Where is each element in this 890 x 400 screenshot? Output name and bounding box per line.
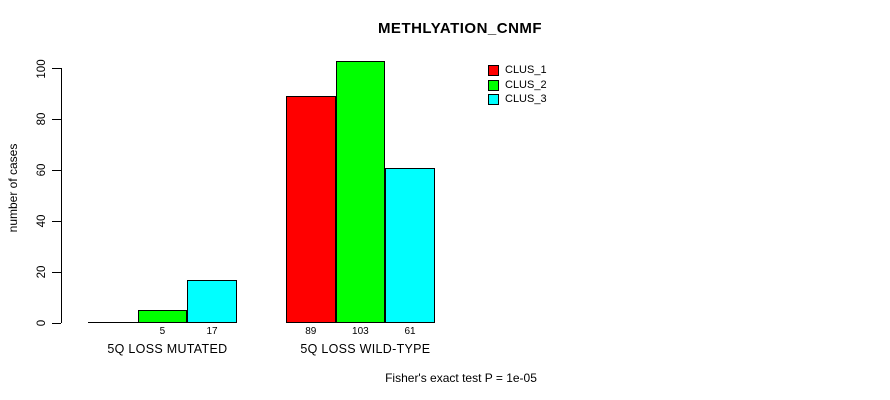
bar-clus_3-group-1 [187, 279, 237, 323]
bar-value-label: 17 [206, 326, 218, 337]
y-tick-mark [52, 169, 61, 171]
bar-value-label: 103 [352, 326, 369, 337]
bar-clus_1-group-2 [286, 96, 336, 323]
y-axis-label: number of cases [6, 143, 20, 233]
bar-clus_3-group-2 [385, 167, 435, 323]
legend-item-clus-3: CLUS_3 [488, 94, 547, 105]
bar-clus_2-group-1 [137, 310, 188, 323]
legend-label-clus-1: CLUS_1 [505, 64, 547, 76]
y-tick-label: 60 [36, 163, 48, 177]
legend: CLUS_1 CLUS_2 CLUS_3 [488, 65, 547, 109]
y-axis-line [61, 68, 62, 323]
y-tick-mark [52, 220, 61, 222]
bar-clus_2-group-2 [335, 60, 386, 323]
y-tick-label: 40 [36, 214, 48, 228]
legend-item-clus-1: CLUS_1 [488, 65, 547, 76]
legend-item-clus-2: CLUS_2 [488, 78, 547, 91]
legend-swatch-clus-1-icon [488, 65, 499, 76]
y-tick-mark [52, 68, 61, 69]
chart-title: METHLYATION_CNMF [377, 20, 543, 37]
y-tick-label: 100 [36, 58, 48, 79]
bar-value-label: 5 [159, 326, 166, 337]
legend-swatch-clus-2-icon [488, 79, 499, 91]
legend-label-clus-2: CLUS_2 [505, 78, 547, 91]
y-tick-label: 20 [36, 265, 48, 279]
fisher-test-note: Fisher's exact test P = 1e-05 [385, 371, 537, 385]
y-tick-mark [52, 322, 61, 324]
bar-value-label: 61 [404, 326, 416, 337]
bar-value-label: 89 [305, 326, 317, 337]
legend-swatch-clus-3-icon [488, 94, 499, 105]
y-tick-mark [52, 271, 61, 273]
bar-clus_1-group-1-zero [88, 322, 138, 323]
category-label-group-2: 5Q LOSS WILD-TYPE [300, 342, 431, 356]
legend-label-clus-3: CLUS_3 [505, 93, 547, 105]
category-label-group-1: 5Q LOSS MUTATED [107, 342, 228, 356]
y-tick-label: 80 [36, 113, 48, 126]
y-tick-label: 0 [36, 319, 48, 327]
y-tick-mark [52, 118, 61, 120]
